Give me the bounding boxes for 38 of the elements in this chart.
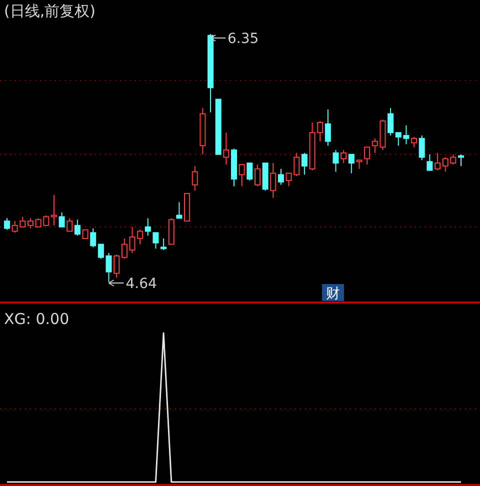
candlestick xyxy=(418,135,425,161)
candlestick xyxy=(176,202,182,219)
candlestick xyxy=(137,229,144,245)
candlestick xyxy=(348,154,354,174)
candlestick xyxy=(246,162,253,181)
text: 财 xyxy=(326,286,340,302)
candlestick xyxy=(270,162,276,198)
candlestick xyxy=(90,228,96,248)
candlestick xyxy=(58,212,65,228)
candlestick xyxy=(364,146,370,166)
candlestick xyxy=(152,232,159,250)
candlestick xyxy=(332,150,339,172)
candlestick xyxy=(278,168,284,186)
candlestick xyxy=(411,136,418,148)
candlestick xyxy=(114,254,120,278)
annotation: 6.35 xyxy=(228,31,259,47)
candlestick xyxy=(192,165,198,192)
candlestick xyxy=(160,238,167,251)
candlestick xyxy=(254,164,260,187)
candlestick xyxy=(223,132,230,166)
candlestick xyxy=(106,252,112,282)
candlestick xyxy=(66,218,73,232)
candlestick xyxy=(4,218,10,230)
chart-title: (日线,前复权) xyxy=(4,2,96,20)
candlestick xyxy=(27,218,34,229)
candlestick xyxy=(340,150,347,164)
candlestick xyxy=(388,107,394,136)
candlestick xyxy=(458,154,464,166)
annotation: 4.64 xyxy=(126,276,158,292)
candlestick xyxy=(426,154,433,171)
candlestick xyxy=(98,244,104,260)
candlestick xyxy=(74,219,80,236)
candlestick xyxy=(238,164,245,187)
candlestick xyxy=(144,218,151,236)
candlestick xyxy=(434,152,441,171)
chart-title: XG: 0.00 xyxy=(4,310,70,328)
candlestick xyxy=(301,152,308,176)
candlestick xyxy=(324,108,331,146)
